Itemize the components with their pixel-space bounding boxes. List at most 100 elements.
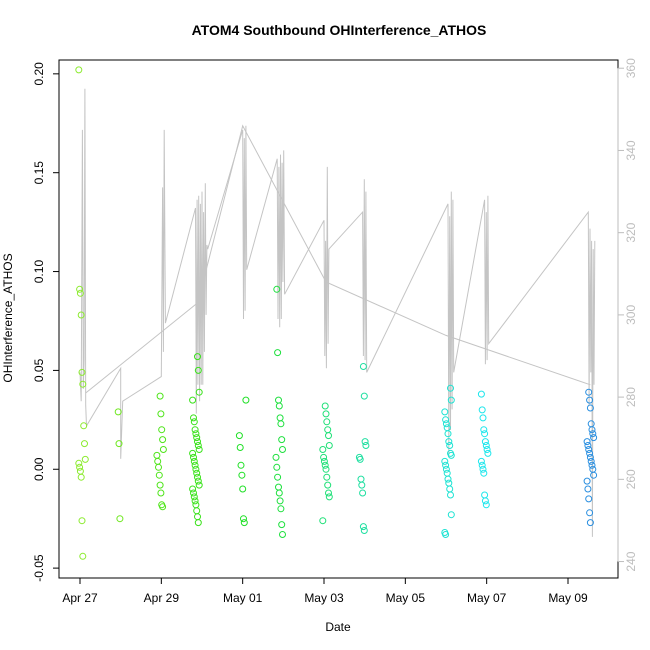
- y2-tick-label: 320: [624, 222, 638, 242]
- data-point: [362, 442, 370, 449]
- y2-tick-label: 300: [624, 305, 638, 325]
- x-tick-label: May 03: [304, 591, 344, 605]
- data-point: [76, 467, 84, 475]
- data-point: [586, 519, 594, 527]
- data-point: [240, 519, 248, 527]
- data-point: [444, 475, 452, 483]
- data-point: [159, 446, 167, 453]
- data-point: [584, 442, 592, 449]
- data-point: [78, 368, 86, 376]
- data-point: [79, 552, 87, 560]
- x-tick-label: May 05: [386, 591, 426, 605]
- data-point: [482, 442, 490, 449]
- data-point: [115, 440, 123, 448]
- data-point: [484, 449, 492, 457]
- data-point: [195, 446, 203, 453]
- y-tick-label: -0.05: [32, 554, 46, 582]
- data-point: [78, 517, 86, 525]
- data-point: [445, 479, 453, 487]
- data-point: [190, 493, 198, 501]
- y-axis: -0.05 0.00 0.05 0.10 0.15 0.20: [32, 62, 60, 582]
- data-point: [194, 442, 202, 449]
- data-point: [278, 436, 286, 444]
- data-point: [155, 471, 163, 479]
- altitude-trace-line: [79, 88, 596, 537]
- y-tick-label: 0.05: [32, 358, 46, 382]
- data-point: [478, 406, 486, 414]
- data-point: [239, 485, 247, 493]
- data-point: [322, 465, 330, 473]
- x-axis-label: Date: [325, 620, 351, 634]
- data-point: [325, 432, 332, 440]
- data-point: [447, 491, 454, 499]
- data-point: [478, 461, 486, 469]
- y-axis-label: OHInterference_ATHOS: [1, 253, 15, 382]
- data-point: [323, 418, 331, 426]
- data-point: [442, 531, 450, 538]
- data-point: [590, 434, 598, 442]
- data-point: [325, 489, 332, 497]
- data-point: [324, 481, 332, 489]
- data-point: [190, 414, 197, 422]
- data-point: [446, 442, 454, 449]
- altitude-connector-line: [85, 124, 591, 394]
- data-point: [237, 461, 245, 469]
- data-point: [76, 463, 84, 471]
- data-point: [153, 451, 161, 459]
- scatter-points-layer: [75, 66, 598, 560]
- data-point: [272, 453, 280, 461]
- data-point: [481, 438, 489, 446]
- data-point: [192, 465, 200, 473]
- data-point: [191, 461, 199, 469]
- data-point: [584, 485, 592, 493]
- data-point: [583, 438, 591, 446]
- data-point: [445, 438, 453, 446]
- data-point: [159, 503, 167, 511]
- data-point: [481, 430, 489, 438]
- data-point: [586, 453, 594, 461]
- data-point: [235, 432, 243, 440]
- data-point: [193, 469, 201, 477]
- data-point: [442, 465, 450, 473]
- data-point: [195, 481, 203, 489]
- data-point: [238, 471, 246, 479]
- data-point: [189, 485, 197, 493]
- data-point: [323, 473, 331, 481]
- data-point: [319, 446, 327, 453]
- data-point: [357, 475, 365, 483]
- data-point: [279, 446, 286, 453]
- data-point: [242, 396, 250, 404]
- data-point: [194, 438, 201, 446]
- data-point: [75, 459, 83, 467]
- data-point: [481, 491, 489, 499]
- data-point: [156, 392, 164, 400]
- data-point: [321, 461, 329, 469]
- data-point: [360, 392, 368, 400]
- y-tick-label: 0.10: [32, 260, 46, 284]
- data-point: [75, 66, 83, 74]
- data-point: [192, 430, 200, 438]
- data-point: [477, 390, 485, 398]
- data-point: [274, 473, 282, 481]
- data-point: [275, 483, 282, 491]
- data-point: [190, 457, 198, 465]
- data-point: [586, 404, 594, 412]
- data-point: [442, 420, 450, 428]
- data-point: [81, 440, 88, 448]
- data-point: [587, 420, 595, 428]
- x-tick-label: May 01: [223, 591, 263, 605]
- data-point: [157, 410, 165, 418]
- x-tick-label: Apr 27: [62, 591, 98, 605]
- data-point: [189, 449, 197, 457]
- data-point: [590, 471, 598, 479]
- data-point: [116, 515, 124, 523]
- data-point: [190, 453, 197, 461]
- x-axis: Apr 27 Apr 29 May 01 May 03 May 05 May 07 May …: [62, 577, 588, 605]
- data-point: [273, 285, 281, 293]
- data-point: [275, 396, 282, 404]
- y2-tick-label: 260: [624, 469, 638, 489]
- data-point: [479, 414, 487, 422]
- data-point: [359, 523, 367, 531]
- data-point: [586, 509, 594, 517]
